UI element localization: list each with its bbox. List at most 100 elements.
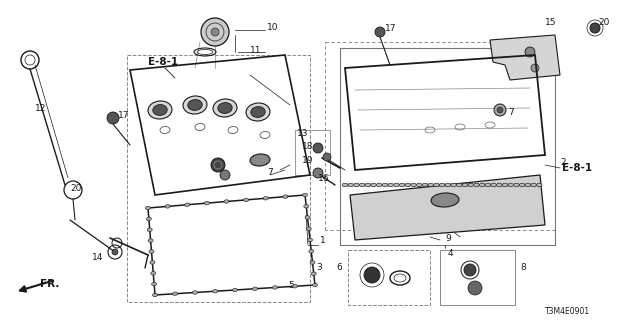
Circle shape	[497, 107, 503, 113]
Ellipse shape	[193, 291, 198, 294]
Text: 3: 3	[316, 263, 322, 273]
Ellipse shape	[451, 183, 456, 187]
Text: 11: 11	[250, 45, 262, 54]
Circle shape	[323, 153, 331, 161]
Ellipse shape	[307, 238, 312, 242]
Ellipse shape	[151, 271, 156, 275]
Circle shape	[313, 143, 323, 153]
Ellipse shape	[305, 216, 310, 219]
Text: FR.: FR.	[40, 279, 60, 289]
Text: 1: 1	[320, 236, 326, 244]
Ellipse shape	[173, 292, 177, 295]
Ellipse shape	[376, 183, 382, 187]
Ellipse shape	[153, 105, 167, 116]
Text: 17: 17	[118, 110, 129, 119]
Ellipse shape	[440, 183, 445, 187]
Circle shape	[211, 158, 225, 172]
Ellipse shape	[405, 183, 411, 187]
Polygon shape	[490, 35, 560, 80]
Circle shape	[313, 168, 323, 178]
Ellipse shape	[491, 183, 497, 187]
Ellipse shape	[434, 183, 439, 187]
Ellipse shape	[253, 287, 257, 291]
Text: 9: 9	[445, 234, 451, 243]
Ellipse shape	[431, 193, 459, 207]
Ellipse shape	[428, 183, 433, 187]
Text: E-8-1: E-8-1	[562, 163, 592, 173]
Bar	[440, 250, 515, 305]
Circle shape	[494, 104, 506, 116]
Ellipse shape	[307, 227, 311, 230]
Ellipse shape	[536, 183, 542, 187]
Text: 19: 19	[302, 156, 314, 164]
Ellipse shape	[283, 195, 288, 198]
Ellipse shape	[520, 183, 525, 187]
Text: 2: 2	[560, 157, 566, 166]
Bar	[295, 130, 330, 175]
Ellipse shape	[185, 203, 189, 206]
Text: 8: 8	[520, 262, 525, 271]
Ellipse shape	[514, 183, 519, 187]
Ellipse shape	[292, 284, 298, 288]
Ellipse shape	[394, 183, 399, 187]
Ellipse shape	[165, 204, 170, 208]
Text: 10: 10	[267, 22, 278, 31]
Ellipse shape	[371, 183, 376, 187]
Ellipse shape	[354, 183, 359, 187]
Circle shape	[112, 249, 118, 255]
Text: T3M4E0901: T3M4E0901	[545, 308, 590, 316]
Ellipse shape	[273, 286, 278, 289]
Ellipse shape	[422, 183, 428, 187]
Ellipse shape	[224, 200, 229, 203]
Ellipse shape	[497, 183, 502, 187]
Text: 17: 17	[385, 23, 397, 33]
Text: 13: 13	[297, 129, 308, 138]
Ellipse shape	[232, 288, 237, 292]
Ellipse shape	[148, 101, 172, 119]
Ellipse shape	[348, 183, 353, 187]
Ellipse shape	[311, 272, 316, 276]
Ellipse shape	[308, 250, 314, 253]
Bar	[340, 48, 555, 245]
Ellipse shape	[149, 250, 154, 253]
Ellipse shape	[303, 193, 307, 197]
Text: 14: 14	[92, 253, 104, 262]
Ellipse shape	[525, 183, 531, 187]
Ellipse shape	[204, 201, 209, 205]
Ellipse shape	[388, 183, 394, 187]
Ellipse shape	[502, 183, 508, 187]
Ellipse shape	[411, 183, 417, 187]
Ellipse shape	[150, 260, 155, 264]
Ellipse shape	[445, 183, 451, 187]
Circle shape	[364, 267, 380, 283]
Ellipse shape	[462, 183, 468, 187]
Circle shape	[464, 264, 476, 276]
Ellipse shape	[310, 261, 315, 264]
Text: 6: 6	[336, 262, 342, 271]
Text: 12: 12	[35, 103, 46, 113]
Ellipse shape	[360, 183, 365, 187]
Text: 18: 18	[302, 141, 314, 150]
Circle shape	[525, 47, 535, 57]
Ellipse shape	[212, 290, 218, 293]
Ellipse shape	[246, 103, 270, 121]
Ellipse shape	[250, 154, 270, 166]
Ellipse shape	[468, 183, 474, 187]
Ellipse shape	[183, 96, 207, 114]
Ellipse shape	[147, 228, 152, 231]
Ellipse shape	[304, 204, 308, 208]
Circle shape	[375, 27, 385, 37]
Circle shape	[201, 18, 229, 46]
Ellipse shape	[508, 183, 513, 187]
Polygon shape	[350, 175, 545, 240]
Text: 7: 7	[508, 108, 514, 116]
Ellipse shape	[485, 183, 491, 187]
Ellipse shape	[251, 107, 265, 117]
Ellipse shape	[342, 183, 348, 187]
Ellipse shape	[382, 183, 388, 187]
Circle shape	[107, 112, 119, 124]
Bar	[127, 55, 310, 302]
Ellipse shape	[456, 183, 462, 187]
Circle shape	[220, 170, 230, 180]
Circle shape	[468, 281, 482, 295]
